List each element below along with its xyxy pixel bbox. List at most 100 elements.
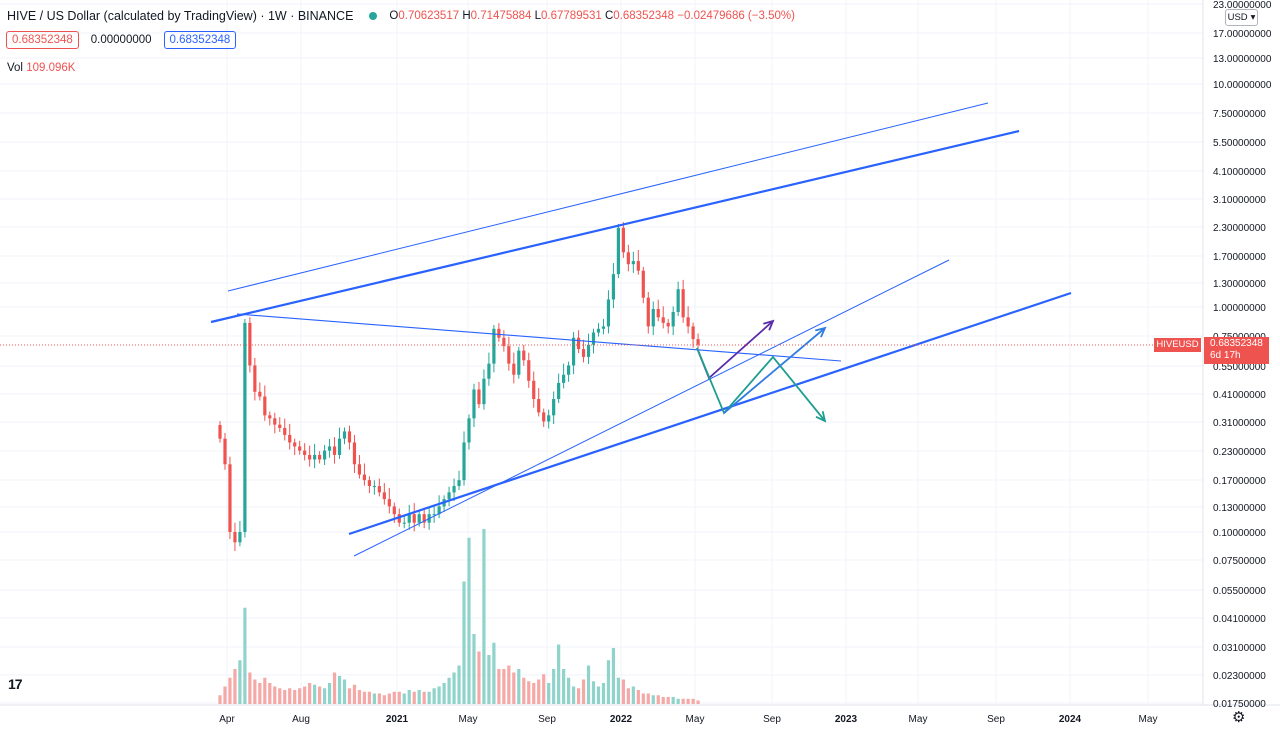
candle-body	[517, 350, 521, 375]
candle-body	[417, 514, 421, 523]
candle-body	[532, 380, 536, 400]
volume-bar	[407, 690, 411, 704]
sell-price-box[interactable]: 0.68352348	[6, 31, 79, 49]
price-tick-label: 10.00000000	[1213, 80, 1272, 91]
volume-bar	[412, 691, 416, 704]
price-tick-label: 0.31000000	[1213, 418, 1266, 429]
candle-body	[502, 337, 506, 347]
candle-body	[686, 317, 690, 327]
candle-body	[691, 326, 695, 340]
price-tick-label: 0.10000000	[1213, 528, 1266, 539]
volume-bar	[517, 669, 521, 704]
volume-bar	[571, 686, 576, 704]
volume-bar	[233, 669, 237, 704]
trendline-5[interactable]	[348, 291, 1072, 536]
candle-body	[452, 486, 456, 493]
volume-bar	[432, 688, 436, 704]
volume-bar	[372, 693, 376, 704]
volume-bar	[656, 695, 660, 704]
volume-bar	[482, 529, 486, 704]
currency-selector[interactable]: USD ▾	[1225, 9, 1258, 26]
candle-body	[586, 344, 591, 357]
price-tick-label: 1.70000000	[1213, 252, 1266, 263]
volume-bar	[352, 684, 357, 704]
gear-icon[interactable]: ⚙	[1232, 709, 1246, 726]
price-tick-label: 0.07500000	[1213, 556, 1266, 567]
projection-arrow-bullish-head	[763, 319, 775, 331]
volume-bar	[527, 681, 531, 704]
volume-bar	[243, 607, 247, 704]
volume-bar	[552, 669, 556, 704]
volume-bar	[258, 683, 262, 704]
candle-body	[248, 322, 252, 366]
candle-body	[223, 438, 227, 465]
volume-bar	[696, 700, 700, 704]
volume-bar	[507, 665, 511, 704]
candle-body	[392, 506, 396, 515]
trendline-3[interactable]	[236, 313, 842, 362]
price-tick-label: 3.10000000	[1213, 195, 1266, 206]
price-tick-label: 5.50000000	[1213, 138, 1266, 149]
trendline-1[interactable]	[227, 102, 989, 292]
projection-arrow-bearish-head	[815, 411, 827, 423]
volume-bar	[487, 655, 491, 704]
volume-bar	[437, 686, 441, 704]
candle-body	[567, 365, 571, 375]
spread-value: 0.00000000	[90, 34, 152, 46]
candle-body	[636, 261, 640, 271]
projection-arrows	[696, 319, 827, 423]
candle-body	[522, 350, 526, 361]
volume-bar	[542, 674, 546, 704]
candle-body	[601, 326, 606, 329]
candle-body	[238, 532, 242, 543]
time-tick-label: May	[459, 714, 478, 725]
volume-bar	[562, 669, 566, 704]
projection-arrow-bearish[interactable]	[696, 347, 826, 422]
volume-bars	[218, 529, 700, 704]
volume-bar	[382, 695, 386, 704]
volume-bar	[492, 642, 496, 704]
volume-bar	[636, 690, 640, 704]
candle-body	[447, 492, 451, 500]
symbol-title[interactable]: HIVE / US Dollar (calculated by TradingV…	[7, 9, 354, 23]
volume-bar	[457, 665, 461, 704]
candle-body	[656, 308, 660, 318]
volume-bar	[288, 688, 292, 704]
price-tick-label: 7.50000000	[1213, 109, 1266, 120]
candle-body	[527, 360, 531, 381]
candle-body	[681, 289, 685, 318]
candle-body	[293, 442, 297, 447]
volume-bar	[601, 683, 606, 704]
candle-body	[367, 480, 371, 487]
volume-bar	[228, 677, 232, 704]
tradingview-logo-icon[interactable]: 17	[8, 676, 23, 692]
candle-body	[387, 499, 391, 507]
volume-bar	[576, 688, 581, 704]
projection-arrow-breakout[interactable]	[723, 327, 826, 414]
volume-bar	[303, 686, 307, 704]
volume-bar	[532, 683, 536, 704]
volume-bar	[586, 665, 591, 704]
price-tick-label: 17.00000000	[1213, 29, 1272, 40]
trendline-4[interactable]	[353, 259, 950, 557]
candle-body	[322, 450, 327, 460]
trendline-2[interactable]	[210, 129, 1020, 324]
volume-bar	[273, 686, 277, 704]
volume-bar	[357, 690, 362, 704]
candle-body	[581, 349, 586, 357]
volume-bar	[686, 698, 690, 704]
candle-body	[557, 382, 561, 400]
chart-canvas[interactable]	[0, 0, 1203, 705]
candle-body	[278, 424, 282, 428]
buy-price-box[interactable]: 0.68352348	[163, 31, 237, 49]
price-tick-label: 0.04100000	[1213, 614, 1266, 625]
volume-bar	[616, 677, 620, 704]
volume-bar	[218, 695, 222, 704]
projection-arrow-breakout-head	[815, 326, 827, 338]
volume-bar	[522, 677, 526, 704]
volume-bar	[467, 537, 471, 704]
volume-bar	[278, 688, 282, 704]
candle-body	[352, 442, 357, 465]
price-tick-label: 0.55000000	[1213, 362, 1266, 373]
